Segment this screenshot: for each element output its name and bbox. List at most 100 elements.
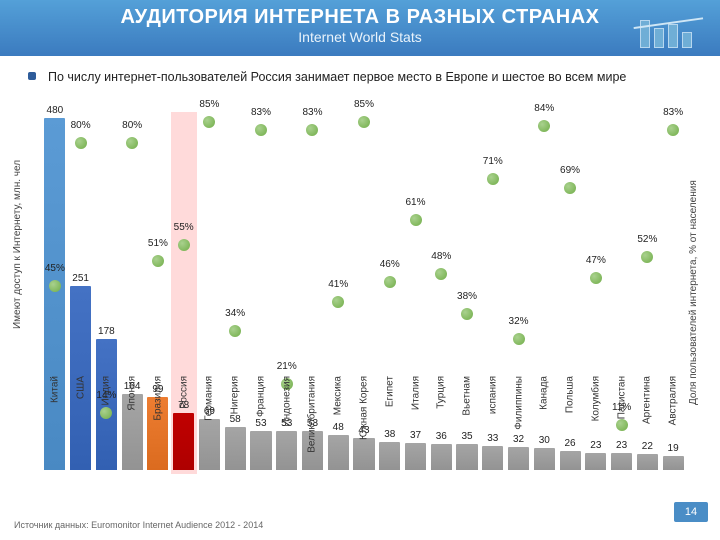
percentage-marker: [487, 173, 499, 185]
category-label: Мексика: [333, 376, 344, 476]
chart-column: 3761%Италия: [403, 118, 429, 470]
chart-column: 2252%Аргентина: [634, 118, 660, 470]
category-label: Бразилия: [152, 376, 163, 476]
page-subtitle: Internet World Stats: [0, 29, 720, 45]
percentage-label: 48%: [431, 251, 451, 262]
bar-value-label: 480: [42, 105, 68, 116]
category-label: Пакистан: [616, 376, 627, 476]
chart-column: 17814%Индия: [94, 118, 120, 470]
combo-chart: 48045%Китай25180%США17814%Индия10480%Япо…: [42, 118, 686, 470]
percentage-marker: [229, 325, 241, 337]
percentage-marker: [590, 272, 602, 284]
percentage-marker: [513, 333, 525, 345]
source-footer: Источник данных: Euromonitor Internet Au…: [14, 520, 263, 530]
category-label: Филиппины: [513, 376, 524, 476]
category-label: Канада: [539, 376, 550, 476]
y2-axis-label: Доля пользователей интернета, % от насел…: [688, 180, 699, 405]
chart-column: 4385%Южная Корея: [351, 118, 377, 470]
category-label: Вьетнам: [462, 376, 473, 476]
percentage-marker: [641, 251, 653, 263]
chart-column: 2347%Колумбия: [583, 118, 609, 470]
chart-column: 3846%Египет: [377, 118, 403, 470]
percentage-marker: [564, 182, 576, 194]
percentage-marker: [435, 268, 447, 280]
category-label: Индонезия: [281, 376, 292, 476]
page-title: АУДИТОРИЯ ИНТЕРНЕТА В РАЗНЫХ СТРАНАХ: [0, 0, 720, 29]
percentage-label: 46%: [380, 259, 400, 270]
percentage-label: 71%: [483, 156, 503, 167]
percentage-label: 83%: [251, 107, 271, 118]
category-label: Австралия: [668, 376, 679, 476]
category-label: Япония: [127, 376, 138, 476]
percentage-marker: [358, 116, 370, 128]
chart-column: 6985%Германия: [197, 118, 223, 470]
percentage-label: 83%: [302, 107, 322, 118]
category-label: Италия: [410, 376, 421, 476]
category-label: Аргентина: [642, 376, 653, 476]
percentage-label: 52%: [637, 234, 657, 245]
category-label: Южная Корея: [358, 376, 369, 476]
chart-column: 1983%Австралия: [660, 118, 686, 470]
bar-value-label: 251: [68, 273, 94, 284]
category-label: Нигерия: [230, 376, 241, 476]
page-number: 14: [674, 502, 708, 522]
category-label: Китай: [49, 376, 60, 476]
plot-area: 48045%Китай25180%США17814%Индия10480%Япо…: [42, 118, 686, 470]
percentage-marker: [126, 137, 138, 149]
category-label: Франция: [255, 376, 266, 476]
chart-column: 25180%США: [68, 118, 94, 470]
percentage-label: 80%: [122, 120, 142, 131]
percentage-label: 85%: [354, 99, 374, 110]
chart-column: 2311%Пакистан: [609, 118, 635, 470]
chart-column: 10480%Япония: [119, 118, 145, 470]
category-label: Россия: [178, 376, 189, 476]
category-label: США: [75, 376, 86, 476]
percentage-label: 61%: [405, 197, 425, 208]
category-label: Египет: [384, 376, 395, 476]
category-label: Колумбия: [590, 376, 601, 476]
category-label: Турция: [436, 376, 447, 476]
percentage-label: 55%: [174, 222, 194, 233]
bar-value-label: 178: [94, 326, 120, 337]
percentage-label: 41%: [328, 279, 348, 290]
chart-column: 3538%Вьетнам: [454, 118, 480, 470]
percentage-marker: [75, 137, 87, 149]
chart-column: 5321%Индонезия: [274, 118, 300, 470]
percentage-label: 47%: [586, 255, 606, 266]
percentage-label: 83%: [663, 107, 683, 118]
bullet-icon: [28, 72, 36, 80]
percentage-marker: [667, 124, 679, 136]
category-label: Великобритания: [307, 376, 318, 476]
percentage-marker: [332, 296, 344, 308]
percentage-marker: [384, 276, 396, 288]
percentage-marker: [203, 116, 215, 128]
chart-column: 3371%испания: [480, 118, 506, 470]
percentage-label: 34%: [225, 308, 245, 319]
lead-text: По числу интернет-пользователей Россия з…: [48, 70, 626, 84]
chart-column: 7855%Россия: [171, 118, 197, 470]
percentage-marker: [461, 308, 473, 320]
percentage-marker: [178, 239, 190, 251]
chart-column: 5834%Нигерия: [222, 118, 248, 470]
percentage-label: 38%: [457, 291, 477, 302]
percentage-label: 84%: [534, 103, 554, 114]
chart-column: 4841%Мексика: [325, 118, 351, 470]
chart-column: 3232%Филиппины: [506, 118, 532, 470]
chart-column: 2669%Польша: [557, 118, 583, 470]
percentage-marker: [152, 255, 164, 267]
chart-column: 5383%Великобритания: [300, 118, 326, 470]
chart-area: Имеют доступ к Интернету, млн. чел 48045…: [26, 118, 700, 470]
percentage-label: 21%: [277, 361, 297, 372]
category-label: Германия: [204, 376, 215, 476]
percentage-label: 45%: [45, 263, 65, 274]
percentage-label: 69%: [560, 165, 580, 176]
chart-column: 9951%Бразилия: [145, 118, 171, 470]
percentage-marker: [410, 214, 422, 226]
percentage-marker: [255, 124, 267, 136]
lead-text-row: По числу интернет-пользователей Россия з…: [0, 56, 720, 92]
category-label: Индия: [101, 376, 112, 476]
percentage-marker: [49, 280, 61, 292]
chart-column: 48045%Китай: [42, 118, 68, 470]
percentage-label: 32%: [509, 316, 529, 327]
chart-column: 5383%Франция: [248, 118, 274, 470]
